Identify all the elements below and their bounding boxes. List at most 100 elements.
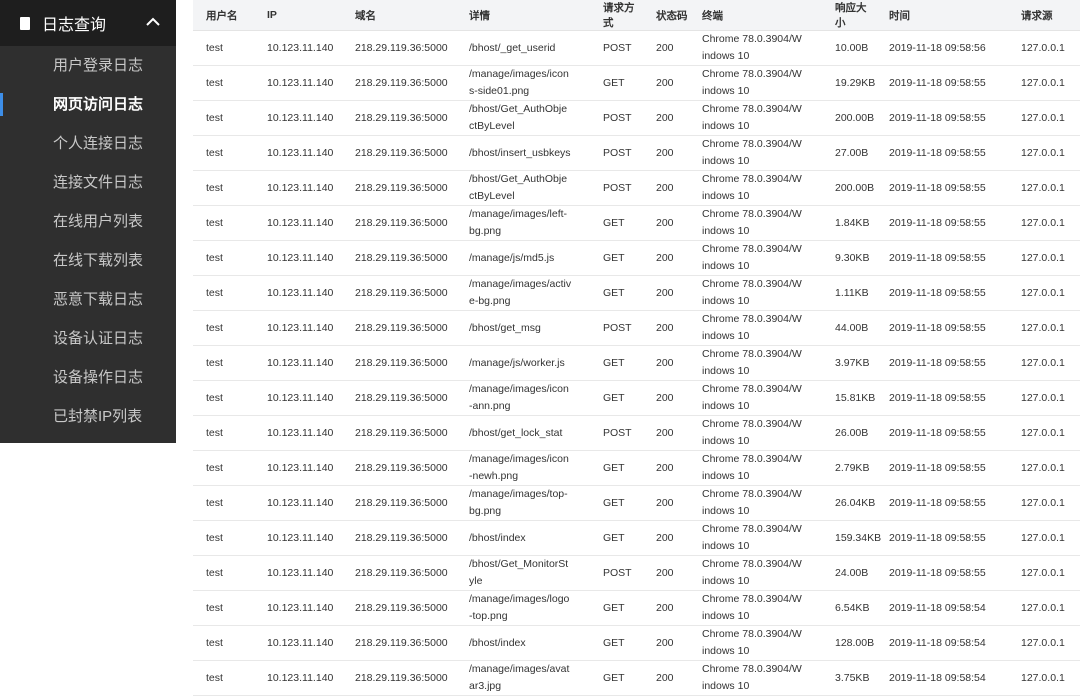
table-row: test 10.123.11.140 218.29.119.36:5000/bhos… — [193, 135, 1080, 171]
table-cell: 2019-11-18 09:58:55 — [876, 345, 1008, 381]
table-cell: GET — [590, 485, 643, 521]
table-cell: 218.29.119.36:5000 — [342, 660, 456, 696]
table-cell: Chrome 78.0.3904/Windows 10 — [689, 310, 822, 346]
menu-list: 用户登录日志网页访问日志个人连接日志 连接文件日志 在线用户列表 在线下载列表 恶意下载… — [0, 46, 176, 436]
table-cell: test — [193, 275, 254, 311]
column-header: 请求源 — [1008, 0, 1080, 31]
table-cell: 2019-11-18 09:58:55 — [876, 310, 1008, 346]
table-cell: 200 — [643, 135, 689, 171]
menu-item[interactable]: 设备操作日志 — [53, 369, 144, 386]
table-cell: 15.81KB — [822, 380, 876, 416]
table-cell: 200 — [643, 520, 689, 556]
table-cell: Chrome 78.0.3904/Windows 10 — [689, 380, 822, 416]
table-cell: 10.123.11.140 — [254, 555, 342, 591]
table-row: test 10.123.11.140 218.29.119.36:5000/mana… — [193, 240, 1080, 276]
table-cell: Chrome 78.0.3904/Windows 10 — [689, 555, 822, 591]
table-cell: Chrome 78.0.3904/Windows 10 — [689, 65, 822, 101]
table-row: test 10.123.11.140 218.29.119.36:5000/bhos… — [193, 555, 1080, 591]
table-cell: POST — [590, 30, 643, 66]
table-cell: 218.29.119.36:5000 — [342, 310, 456, 346]
table-cell: GET — [590, 520, 643, 556]
table-cell: POST — [590, 555, 643, 591]
table-cell: 200 — [643, 65, 689, 101]
table-cell: 10.123.11.140 — [254, 380, 342, 416]
table-cell: 200 — [643, 625, 689, 661]
table-cell: 127.0.0.1 — [1008, 135, 1080, 171]
table-cell: 218.29.119.36:5000 — [342, 450, 456, 486]
table-cell: 6.54KB — [822, 590, 876, 626]
table-cell: 2019-11-18 09:58:55 — [876, 520, 1008, 556]
menu-item[interactable]: 连接文件日志 — [53, 174, 144, 191]
table-cell: Chrome 78.0.3904/Windows 10 — [689, 415, 822, 451]
table-cell: 127.0.0.1 — [1008, 555, 1080, 591]
table-cell: 9.30KB — [822, 240, 876, 276]
table-cell: 26.00B — [822, 415, 876, 451]
table-cell: 127.0.0.1 — [1008, 345, 1080, 381]
table-cell: 2019-11-18 09:58:55 — [876, 240, 1008, 276]
table-cell: 200 — [643, 170, 689, 206]
table-cell: 127.0.0.1 — [1008, 590, 1080, 626]
table-cell: /bhost/Get_AuthObjectByLevel — [456, 100, 590, 136]
column-header: 详情 — [456, 0, 590, 31]
table-cell: 200 — [643, 380, 689, 416]
table-cell: 2019-11-18 09:58:55 — [876, 135, 1008, 171]
table-cell: 10.00B — [822, 30, 876, 66]
table-cell: Chrome 78.0.3904/Windows 10 — [689, 485, 822, 521]
table-cell: 127.0.0.1 — [1008, 310, 1080, 346]
table-cell: /bhost/Get_AuthObjectByLevel — [456, 170, 590, 206]
table-cell: 2019-11-18 09:58:54 — [876, 590, 1008, 626]
table-cell: 218.29.119.36:5000 — [342, 135, 456, 171]
log-table: 用户名 IP 域名 详情 请求方式 状态码 终端 响应大小 时间 请求源 test 10.123.1… — [193, 0, 1080, 696]
table-cell: test — [193, 135, 254, 171]
table-cell: 200 — [643, 205, 689, 241]
table-cell: GET — [590, 450, 643, 486]
table-cell: 218.29.119.36:5000 — [342, 590, 456, 626]
table-cell: POST — [590, 100, 643, 136]
table-cell: 2019-11-18 09:58:55 — [876, 275, 1008, 311]
table-cell: 10.123.11.140 — [254, 590, 342, 626]
table-cell: 127.0.0.1 — [1008, 205, 1080, 241]
table-cell: GET — [590, 345, 643, 381]
table-cell: 218.29.119.36:5000 — [342, 415, 456, 451]
table-cell: /manage/images/top-bg.png — [456, 485, 590, 521]
column-header: IP — [254, 0, 342, 31]
table-cell: 200 — [643, 415, 689, 451]
menu-item[interactable]: 在线下载列表 — [53, 252, 144, 269]
table-cell: POST — [590, 135, 643, 171]
table-cell: 127.0.0.1 — [1008, 30, 1080, 66]
table-row: test 10.123.11.140 218.29.119.36:5000/bhos… — [193, 170, 1080, 206]
table-cell: Chrome 78.0.3904/Windows 10 — [689, 520, 822, 556]
table-cell: 2019-11-18 09:58:55 — [876, 205, 1008, 241]
table-cell: test — [193, 345, 254, 381]
table-cell: 127.0.0.1 — [1008, 275, 1080, 311]
table-cell: 218.29.119.36:5000 — [342, 555, 456, 591]
menu-item[interactable]: 网页访问日志 — [0, 85, 176, 124]
menu-item[interactable]: 在线用户列表 — [53, 213, 144, 230]
table-cell: /bhost/Get_MonitorStyle — [456, 555, 590, 591]
table-cell: 44.00B — [822, 310, 876, 346]
menu-item[interactable]: 个人连接日志 — [53, 135, 144, 152]
table-cell: 218.29.119.36:5000 — [342, 520, 456, 556]
table-cell: Chrome 78.0.3904/Windows 10 — [689, 205, 822, 241]
table-cell: test — [193, 660, 254, 696]
table-row: test 10.123.11.140 218.29.119.36:5000/mana… — [193, 345, 1080, 381]
menu-item[interactable]: 恶意下载日志 — [53, 291, 144, 308]
table-cell: 218.29.119.36:5000 — [342, 275, 456, 311]
table-cell: 24.00B — [822, 555, 876, 591]
table-cell: 19.29KB — [822, 65, 876, 101]
table-cell: /bhost/insert_usbkeys — [456, 135, 590, 171]
table-cell: test — [193, 485, 254, 521]
menu-header[interactable]: 日志查询 — [0, 0, 176, 46]
table-cell: test — [193, 520, 254, 556]
menu-item[interactable]: 设备认证日志 — [53, 330, 144, 347]
table-cell: test — [193, 590, 254, 626]
table-row: test 10.123.11.140 218.29.119.36:5000/bhos… — [193, 520, 1080, 556]
table-cell: 2019-11-18 09:58:54 — [876, 660, 1008, 696]
table-cell: 10.123.11.140 — [254, 65, 342, 101]
menu-item[interactable]: 已封禁IP列表 — [53, 408, 143, 425]
table-cell: Chrome 78.0.3904/Windows 10 — [689, 345, 822, 381]
table-cell: 218.29.119.36:5000 — [342, 345, 456, 381]
table-cell: 27.00B — [822, 135, 876, 171]
menu-item[interactable]: 用户登录日志 — [53, 57, 144, 74]
table-cell: test — [193, 100, 254, 136]
